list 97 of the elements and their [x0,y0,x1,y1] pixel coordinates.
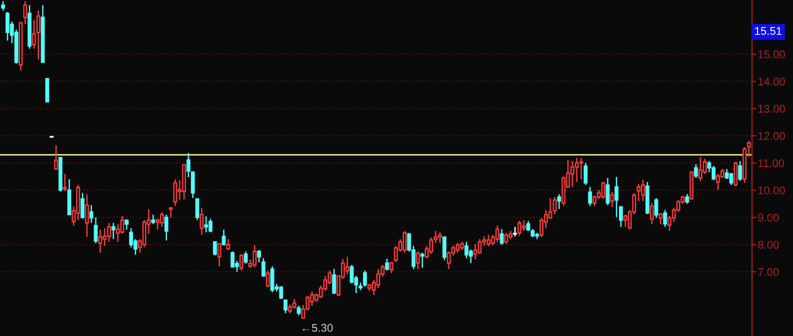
candlestick [746,140,751,158]
candlestick [350,264,354,284]
candlestick [500,228,504,246]
candlestick [98,229,102,254]
candlestick [614,176,618,218]
candlestick [266,270,270,288]
candlestick [151,214,156,225]
candlestick [685,193,690,204]
candlestick [292,298,296,310]
text: 15.51 [755,27,782,35]
candlestick [32,20,36,50]
candlestick [239,253,244,272]
candlestick [164,214,168,242]
candlestick [279,286,284,300]
candlestick [332,268,336,295]
candlestick [495,224,500,242]
candlestick [650,202,654,225]
candlestick [513,226,517,238]
candlestick [363,270,367,288]
candlestick [504,232,508,245]
candlestick [734,161,738,187]
candlestick [212,241,217,256]
candlestick [478,238,482,254]
candlestick [54,144,58,170]
candlestick [729,172,734,186]
candlestick [702,158,707,174]
candlestick [284,299,288,314]
candlestick [610,191,614,208]
candlestick [623,214,628,228]
candlestick [579,157,584,180]
candlestick [62,173,67,192]
candlestick [663,209,668,228]
candlestick [270,266,274,293]
candlestick [570,160,574,188]
candlestick [296,305,301,316]
candlestick [345,256,350,276]
candlestick [522,219,526,232]
candlestick [658,212,663,225]
candlestick [376,268,380,289]
candlestick [601,181,606,200]
candlestick [473,243,478,260]
candlestick [654,197,658,219]
candlestick [456,242,460,254]
candlestick [468,248,473,264]
y-tick-label: 13.00 [758,104,785,113]
candlestick [257,249,261,263]
candlestick [195,198,200,221]
candlestick [173,178,178,207]
candlestick [584,162,588,186]
candlestick [111,222,116,240]
candlestick [129,228,134,248]
candlestick [200,207,204,236]
candlestick [23,0,28,25]
candlestick [420,252,424,268]
candlestick [442,236,446,261]
candlestick [606,177,610,206]
candlestick [226,238,230,251]
candlestick [252,244,257,268]
candlestick [1,0,6,12]
y-tick-label: 9.00 [758,214,779,222]
candlestick [698,156,702,182]
y-tick-label: 10.00 [758,186,785,194]
candlestick [45,78,50,102]
candlestick [84,194,89,238]
candlestick [416,250,420,270]
candlestick [230,250,235,268]
annotation: ←5.30 [302,324,333,332]
candlestick [36,10,40,60]
candlestick [557,194,562,210]
candlestick [217,243,222,267]
y-tick-label: 8.00 [758,240,779,249]
candlestick [402,230,407,254]
y-tick-label: 12.00 [758,132,785,140]
candlestick [262,258,266,278]
candlestick [738,160,742,182]
candlestick [124,219,129,230]
candlestick [168,207,173,219]
candlestick [204,216,208,233]
candlestick [694,163,698,179]
candlestick [222,229,226,246]
candlestick [552,196,557,215]
candlestick [618,205,623,228]
y-tick-label: 11.00 [758,159,784,168]
candlestick [724,168,729,180]
candlestick [636,183,641,202]
y-tick-label: 14.00 [758,78,785,86]
candlestick [244,250,248,264]
candlestick [548,198,552,220]
candlestick [80,192,84,220]
candlestick [385,258,389,272]
y-tick-label: 7.00 [758,268,779,276]
y-tick-label: 15.00 [758,50,785,58]
candlestick [574,157,579,183]
candlestick [389,261,394,274]
candlestick [429,236,434,254]
candlestick [588,186,592,207]
candlestick [120,215,124,234]
